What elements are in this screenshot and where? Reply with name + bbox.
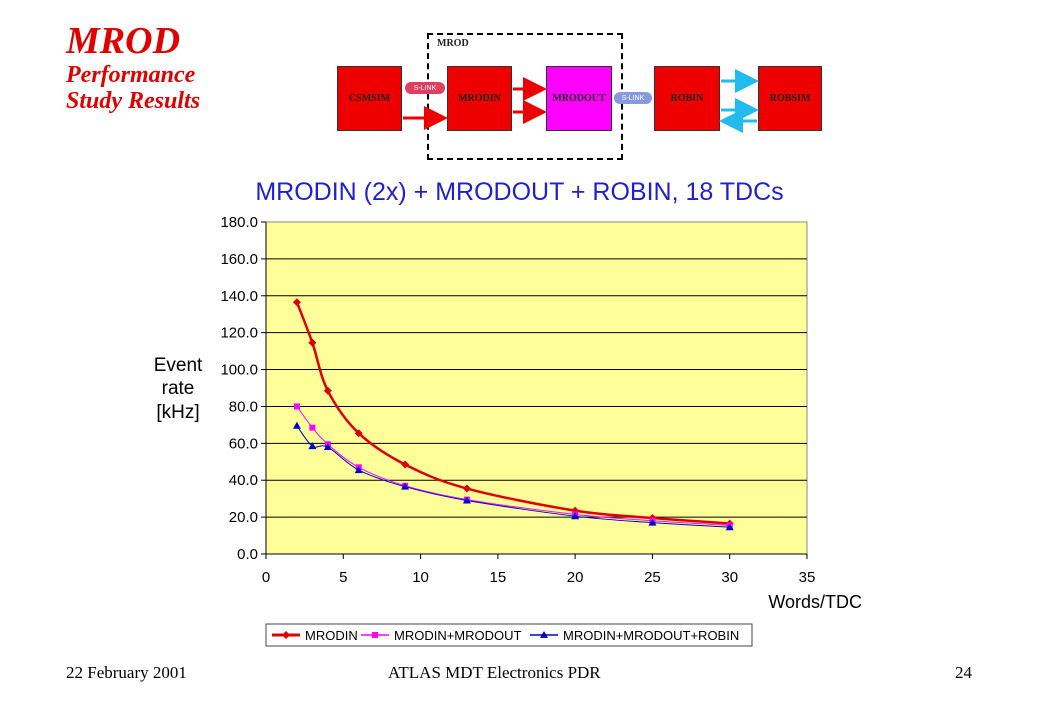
x-tick-label: 25	[644, 569, 661, 586]
legend-swatch-marker	[540, 631, 548, 638]
block-robin: ROBIN	[654, 66, 720, 131]
footer-date: 22 February 2001	[66, 663, 187, 682]
x-tick-label: 5	[339, 569, 347, 586]
block-csmsim: CSMSIM	[337, 66, 402, 131]
data-point	[323, 443, 332, 451]
data-point	[401, 460, 410, 469]
y-tick-label: 180.0	[220, 214, 258, 231]
y-tick-label: 40.0	[229, 472, 258, 489]
y-tick-label: 140.0	[220, 288, 258, 305]
slink-pill-1: S-LINK	[405, 82, 445, 94]
y-tick-label: 120.0	[220, 325, 258, 342]
data-point	[308, 338, 317, 347]
data-point	[292, 421, 301, 429]
grid-lines	[266, 258, 807, 518]
data-point	[354, 466, 363, 474]
x-tick-label: 20	[567, 569, 584, 586]
slide-title: MROD Performance Study Results	[66, 20, 200, 114]
data-point	[648, 518, 657, 526]
x-tick-label: 30	[721, 569, 738, 586]
data-point	[462, 496, 471, 504]
legend: MRODIN MRODIN+MRODOUT MRODIN+MRODOUT+ROBIN	[272, 628, 739, 643]
data-point	[571, 512, 580, 520]
data-point	[308, 442, 317, 450]
data-point	[462, 484, 471, 493]
legend-entry: MRODIN+MRODOUT	[394, 628, 522, 643]
x-tick-label: 15	[490, 569, 507, 586]
data-point	[401, 482, 410, 490]
y-axis-label-line1: Event	[154, 355, 203, 376]
chart-title: MRODIN (2x) + MRODOUT + ROBIN, 18 TDCs	[255, 178, 784, 206]
slink-pill-2: S-LINK	[614, 92, 652, 104]
legend-swatch-marker	[372, 632, 378, 638]
series-line	[296, 406, 730, 526]
data-point	[571, 506, 580, 515]
plot-area	[265, 221, 808, 555]
data-point	[323, 386, 332, 395]
legend-entry: MRODIN	[305, 628, 358, 643]
data-point	[725, 523, 734, 531]
slide-subtitle-line1: Performance	[66, 62, 196, 88]
slide-title-main: MROD	[66, 20, 181, 62]
chart: 0.0 20.0 40.0 60.0 80.0 100.0 120.0 140.0 160.0 1…	[154, 214, 862, 647]
data-point	[309, 424, 316, 431]
block-mrodout: MRODOUT	[546, 66, 612, 131]
y-axis-ticks: 0.0 20.0 40.0 60.0 80.0 100.0 120.0 140.0 160.0 1…	[220, 214, 267, 563]
footer-page: 24	[955, 663, 972, 682]
y-tick-label: 160.0	[220, 251, 258, 268]
series-line	[296, 425, 730, 528]
data-point	[354, 429, 363, 438]
legend-box	[265, 623, 753, 647]
y-axis-label-line2: rate	[162, 378, 195, 399]
data-point	[293, 403, 300, 410]
diagram-arrows	[403, 69, 759, 133]
series-line	[295, 301, 730, 525]
y-axis-label-line3: [kHz]	[156, 402, 199, 423]
x-tick-label: 35	[799, 569, 816, 586]
y-tick-label: 0.0	[237, 546, 258, 563]
x-tick-label: 0	[262, 569, 270, 586]
y-tick-label: 60.0	[229, 435, 258, 452]
x-axis-label: Words/TDC	[768, 592, 862, 612]
x-axis-ticks: 0 5 10 15 20 25 30 35	[262, 553, 816, 586]
legend-swatch-marker	[282, 631, 290, 639]
x-tick-label: 10	[412, 569, 429, 586]
data-point	[292, 298, 301, 307]
mrod-group-label: MROD	[437, 38, 469, 49]
y-tick-label: 20.0	[229, 509, 258, 526]
legend-entry: MRODIN+MRODOUT+ROBIN	[563, 628, 739, 643]
y-tick-label: 80.0	[229, 398, 258, 415]
footer-event: ATLAS MDT Electronics PDR	[388, 663, 601, 682]
slide-subtitle-line2: Study Results	[66, 88, 201, 114]
block-mrodin: MRODIN	[447, 66, 512, 131]
y-tick-label: 100.0	[220, 362, 258, 379]
series-layer	[292, 298, 734, 531]
